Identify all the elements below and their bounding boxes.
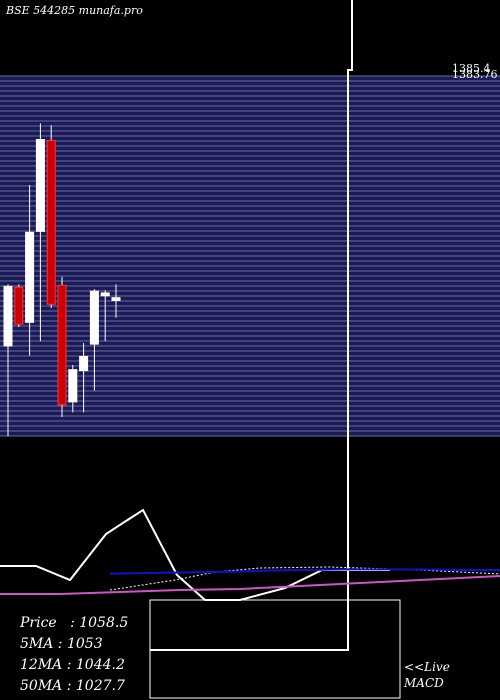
- candle-body: [35, 138, 45, 232]
- macd-line: [0, 508, 390, 601]
- candle-body: [79, 355, 89, 372]
- candle-body: [3, 285, 13, 347]
- candle-body: [111, 297, 121, 302]
- ma12-readout: 12MA : 1044.2: [20, 657, 125, 673]
- ma-blue-line: [109, 568, 500, 575]
- ma5-readout: 5MA : 1053: [20, 636, 103, 652]
- y-axis-label: 1383.76: [452, 68, 498, 81]
- live-macd-link[interactable]: <<Live: [404, 660, 450, 674]
- watermark: BSE 544285 munafa.pro: [6, 4, 143, 17]
- marker-line: [150, 0, 353, 651]
- candle-body: [14, 286, 24, 325]
- macd-box: [149, 599, 401, 699]
- candle-body: [57, 284, 67, 406]
- macd-label: MACD: [404, 676, 444, 690]
- price-readout: Price : 1058.5: [20, 615, 129, 631]
- candle-body: [100, 292, 110, 297]
- signal-line: [109, 566, 500, 591]
- candle-body: [89, 290, 99, 345]
- y-axis-label: 1385.4: [452, 62, 491, 75]
- candle-body: [68, 369, 78, 403]
- candle-body: [25, 231, 35, 323]
- candle-body: [46, 139, 56, 305]
- ma50-readout: 50MA : 1027.7: [20, 678, 125, 694]
- ma-magenta-line: [0, 575, 500, 595]
